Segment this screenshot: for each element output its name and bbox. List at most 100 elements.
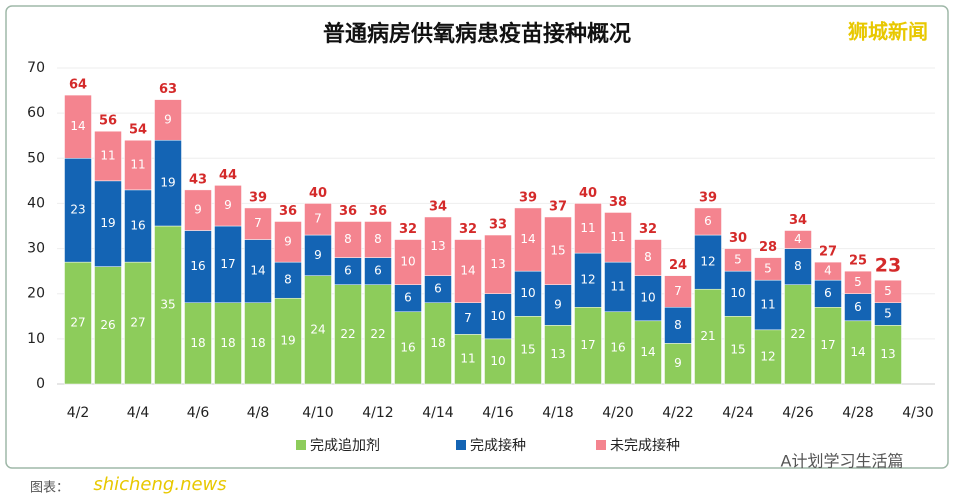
y-tick-label: 0 xyxy=(36,376,45,392)
total-label: 28 xyxy=(759,240,777,255)
bar-segment xyxy=(484,234,512,294)
data-label: 19 xyxy=(160,176,175,190)
bar-segment xyxy=(124,189,152,263)
bar-segment xyxy=(274,297,302,385)
total-label: 39 xyxy=(249,190,267,205)
legend-label: 完成追加剂 xyxy=(310,438,380,454)
data-label: 10 xyxy=(400,255,415,269)
data-label: 18 xyxy=(430,336,445,350)
data-label: 4 xyxy=(794,232,802,246)
x-tick-label: 4/18 xyxy=(542,405,573,421)
total-label: 32 xyxy=(399,222,417,237)
total-label: 34 xyxy=(789,213,807,228)
data-label: 7 xyxy=(314,212,322,226)
bar-segment xyxy=(814,307,842,385)
bar-segment xyxy=(394,284,422,313)
total-label: 40 xyxy=(309,186,327,201)
data-label: 16 xyxy=(190,259,205,273)
bar-segment xyxy=(874,325,902,385)
bar-segment xyxy=(754,279,782,331)
bar-segment xyxy=(304,275,332,385)
total-label: 43 xyxy=(189,172,207,187)
bar-segment xyxy=(574,307,602,385)
total-label: 39 xyxy=(519,190,537,205)
data-label: 6 xyxy=(704,214,712,228)
bar-segment xyxy=(64,94,92,159)
x-tick-label: 4/8 xyxy=(247,405,270,421)
bar-segment xyxy=(694,288,722,385)
bar-segment xyxy=(364,284,392,385)
data-label: 14 xyxy=(460,264,475,278)
data-label: 6 xyxy=(824,286,832,300)
bar-segment xyxy=(844,320,872,385)
data-label: 8 xyxy=(344,232,352,246)
x-tick-label: 4/22 xyxy=(662,405,693,421)
data-label: 9 xyxy=(194,203,202,217)
data-label: 17 xyxy=(820,338,835,352)
data-label: 23 xyxy=(70,203,85,217)
data-label: 24 xyxy=(310,322,325,336)
y-tick-label: 10 xyxy=(27,331,45,347)
total-label: 37 xyxy=(549,199,567,214)
bar-segment xyxy=(94,130,122,182)
data-label: 13 xyxy=(550,347,565,361)
total-label: 32 xyxy=(459,222,477,237)
bar-segment xyxy=(64,261,92,385)
bar-segment xyxy=(64,158,92,263)
total-label: 23 xyxy=(875,255,901,277)
data-label: 13 xyxy=(490,257,505,271)
bar-segment xyxy=(124,261,152,385)
bar-segment xyxy=(874,279,902,303)
bar-segment xyxy=(724,270,752,317)
bar-segment xyxy=(334,257,362,285)
footer-account: A计划学习生活篇 xyxy=(781,452,904,471)
bar-segment xyxy=(334,284,362,385)
y-tick-label: 60 xyxy=(27,105,45,121)
data-label: 10 xyxy=(490,354,505,368)
bar-segment xyxy=(184,302,212,385)
total-label: 36 xyxy=(339,204,357,219)
bar-segment xyxy=(274,221,302,263)
bar-segment xyxy=(454,302,482,335)
data-label: 27 xyxy=(130,316,145,330)
bar-segment xyxy=(124,139,152,191)
data-label: 35 xyxy=(160,298,175,312)
total-label: 34 xyxy=(429,199,447,214)
x-tick-label: 4/2 xyxy=(67,405,90,421)
total-label: 24 xyxy=(669,258,687,273)
bar-segment xyxy=(724,316,752,385)
data-label: 13 xyxy=(880,347,895,361)
data-label: 9 xyxy=(674,356,682,370)
x-tick-label: 4/6 xyxy=(187,405,210,421)
bar-segment xyxy=(214,185,242,227)
data-label: 9 xyxy=(554,298,562,312)
bar-segment xyxy=(844,270,872,294)
data-label: 19 xyxy=(100,216,115,230)
data-label: 11 xyxy=(130,158,145,172)
data-label: 11 xyxy=(610,230,625,244)
legend-swatch xyxy=(456,440,466,450)
data-label: 16 xyxy=(130,219,145,233)
bar-segment xyxy=(154,139,182,227)
x-tick-label: 4/4 xyxy=(127,405,150,421)
bar-segment xyxy=(394,311,422,385)
data-label: 12 xyxy=(700,255,715,269)
total-label: 36 xyxy=(279,204,297,219)
bar-segment xyxy=(784,284,812,385)
data-label: 18 xyxy=(250,336,265,350)
data-label: 10 xyxy=(520,286,535,300)
data-label: 15 xyxy=(520,343,535,357)
y-tick-label: 40 xyxy=(27,195,45,211)
bar-segment xyxy=(334,221,362,258)
total-label: 27 xyxy=(819,245,837,260)
data-label: 5 xyxy=(764,261,772,275)
bar-segment xyxy=(244,207,272,240)
data-label: 12 xyxy=(580,273,595,287)
bar-segment xyxy=(844,293,872,322)
bar-segment xyxy=(454,334,482,385)
bar-segment xyxy=(94,266,122,385)
data-label: 15 xyxy=(730,343,745,357)
bar-segment xyxy=(784,248,812,285)
data-label: 5 xyxy=(884,307,892,321)
